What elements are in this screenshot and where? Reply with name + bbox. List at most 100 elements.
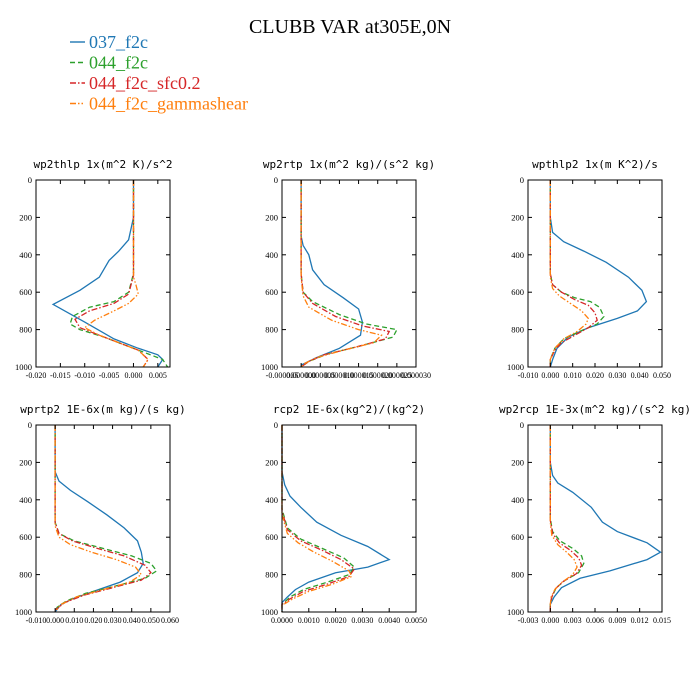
y-tick-label: 200 [19, 212, 32, 222]
chart-panel: wprtp2 1E-6x(m kg)/(s kg) 0 200 400 600 800 10… [15, 403, 186, 625]
series-line [549, 425, 585, 612]
x-tick-label: 0.030 [608, 371, 626, 380]
series-line [51, 180, 164, 368]
y-tick-label: 600 [265, 532, 278, 542]
y-tick-label: 800 [265, 325, 278, 335]
y-tick-label: 800 [511, 570, 524, 580]
x-tick-label: 0.000025 [382, 371, 412, 380]
legend-label: 044_f2c_sfc0.2 [89, 73, 200, 93]
panel-title: wpthlp2 1x(m K^2)/s [532, 158, 658, 171]
x-tick-label: 0.015 [653, 616, 671, 625]
legend-item: 037_f2c [70, 32, 148, 52]
panel-title: wp2rtp 1x(m^2 kg)/(s^2 kg) [263, 158, 435, 171]
y-tick-label: 600 [511, 287, 524, 297]
y-tick-label: 0 [520, 420, 524, 430]
y-tick-label: 400 [511, 250, 524, 260]
x-tick-label: 0.0040 [378, 616, 400, 625]
panel-title: wprtp2 1E-6x(m kg)/(s kg) [20, 403, 186, 416]
x-tick-label: 0.009 [608, 616, 626, 625]
x-tick-label: 0.006 [586, 616, 604, 625]
series-line [300, 180, 383, 368]
y-tick-label: 400 [511, 495, 524, 505]
series-line [281, 425, 356, 612]
y-tick-label: 0 [520, 175, 524, 185]
x-tick-label: 0.000 [46, 616, 64, 625]
plot-frame [35, 179, 171, 368]
y-tick-label: 800 [19, 570, 32, 580]
x-tick-label: 0.050 [653, 371, 671, 380]
y-tick-label: 0 [274, 175, 278, 185]
series-line [54, 425, 152, 611]
x-tick-label: 0.012 [631, 616, 649, 625]
y-tick-label: 600 [265, 287, 278, 297]
series-line [549, 180, 648, 368]
y-tick-label: 1000 [507, 362, 524, 372]
series-line [54, 425, 144, 613]
plot-frame [527, 179, 663, 368]
legend: 037_f2c044_f2c044_f2c_sfc0.2044_f2c_gamm… [70, 32, 248, 114]
series-line [281, 425, 391, 612]
chart-panel: wpthlp2 1x(m K^2)/s 0 200 400 600 800 1000-0.0… [507, 158, 671, 380]
series-line [549, 425, 578, 612]
plot-frame [527, 424, 663, 613]
x-tick-label: -0.010 [74, 371, 95, 380]
chart-panel: rcp2 1E-6x(kg^2)/(kg^2) 0 200 400 600 800 1000… [261, 403, 427, 625]
y-tick-label: 800 [19, 325, 32, 335]
legend-label: 044_f2c [89, 53, 148, 73]
y-tick-label: 1000 [507, 607, 524, 617]
series-line [54, 425, 143, 613]
panel-title: wp2rcp 1E-3x(m^2 kg)/(s^2 kg) [499, 403, 691, 416]
x-tick-label: 0.003 [564, 616, 582, 625]
y-tick-label: 200 [19, 457, 32, 467]
x-tick-label: 0.000 [541, 371, 559, 380]
series-line [300, 180, 391, 368]
y-tick-label: 0 [28, 175, 32, 185]
x-tick-label: -0.020 [26, 371, 47, 380]
x-tick-label: -0.010 [518, 371, 539, 380]
panel-title: rcp2 1E-6x(kg^2)/(kg^2) [273, 403, 425, 416]
y-tick-label: 200 [265, 457, 278, 467]
legend-item: 044_f2c_gammashear [70, 94, 248, 114]
chart-panel: wp2rcp 1E-3x(m^2 kg)/(s^2 kg) 0 200 400 600 8… [499, 403, 691, 625]
y-tick-label: 200 [265, 212, 278, 222]
panel-title: wp2thlp 1x(m^2 K)/s^2 [33, 158, 172, 171]
series-line [83, 180, 149, 368]
x-tick-label: -0.003 [518, 616, 539, 625]
series-line [549, 425, 583, 612]
y-tick-label: 200 [511, 212, 524, 222]
y-tick-label: 1000 [261, 362, 278, 372]
x-tick-label: 0.010 [65, 616, 83, 625]
plot-frame [281, 424, 417, 613]
y-tick-label: 400 [19, 495, 32, 505]
x-tick-label: 0.000005 [305, 371, 335, 380]
x-tick-label: 0.0030 [351, 616, 373, 625]
series-line [300, 180, 364, 366]
series-line [54, 425, 158, 613]
x-tick-label: 0.040 [123, 616, 141, 625]
legend-label: 044_f2c_gammashear [89, 94, 248, 114]
y-tick-label: 200 [511, 457, 524, 467]
series-line [281, 425, 353, 612]
x-tick-label: 0.0010 [298, 616, 320, 625]
y-tick-label: 800 [511, 325, 524, 335]
legend-item: 044_f2c_sfc0.2 [70, 73, 200, 93]
chart-panel: wp2rtp 1x(m^2 kg)/(s^2 kg) 0 200 400 600 800 1… [261, 158, 435, 380]
y-tick-label: 1000 [261, 607, 278, 617]
x-tick-label: 0.000010 [324, 371, 354, 380]
x-tick-label: 0.000000 [286, 371, 316, 380]
x-tick-label: 0.030 [104, 616, 122, 625]
panels: wp2thlp 1x(m^2 K)/s^202004006008001000-0… [15, 158, 691, 625]
x-tick-label: 0.000030 [401, 371, 431, 380]
y-tick-label: 0 [274, 420, 278, 430]
y-tick-label: 600 [19, 532, 32, 542]
x-tick-label: 0.010 [564, 371, 582, 380]
series-line [69, 180, 169, 368]
plot-frame [35, 424, 171, 613]
x-tick-label: 0.0050 [405, 616, 427, 625]
x-tick-label: -0.015 [50, 371, 71, 380]
x-tick-label: 0.020 [84, 616, 102, 625]
x-tick-label: 0.000 [541, 616, 559, 625]
y-tick-label: 400 [19, 250, 32, 260]
y-tick-label: 0 [28, 420, 32, 430]
